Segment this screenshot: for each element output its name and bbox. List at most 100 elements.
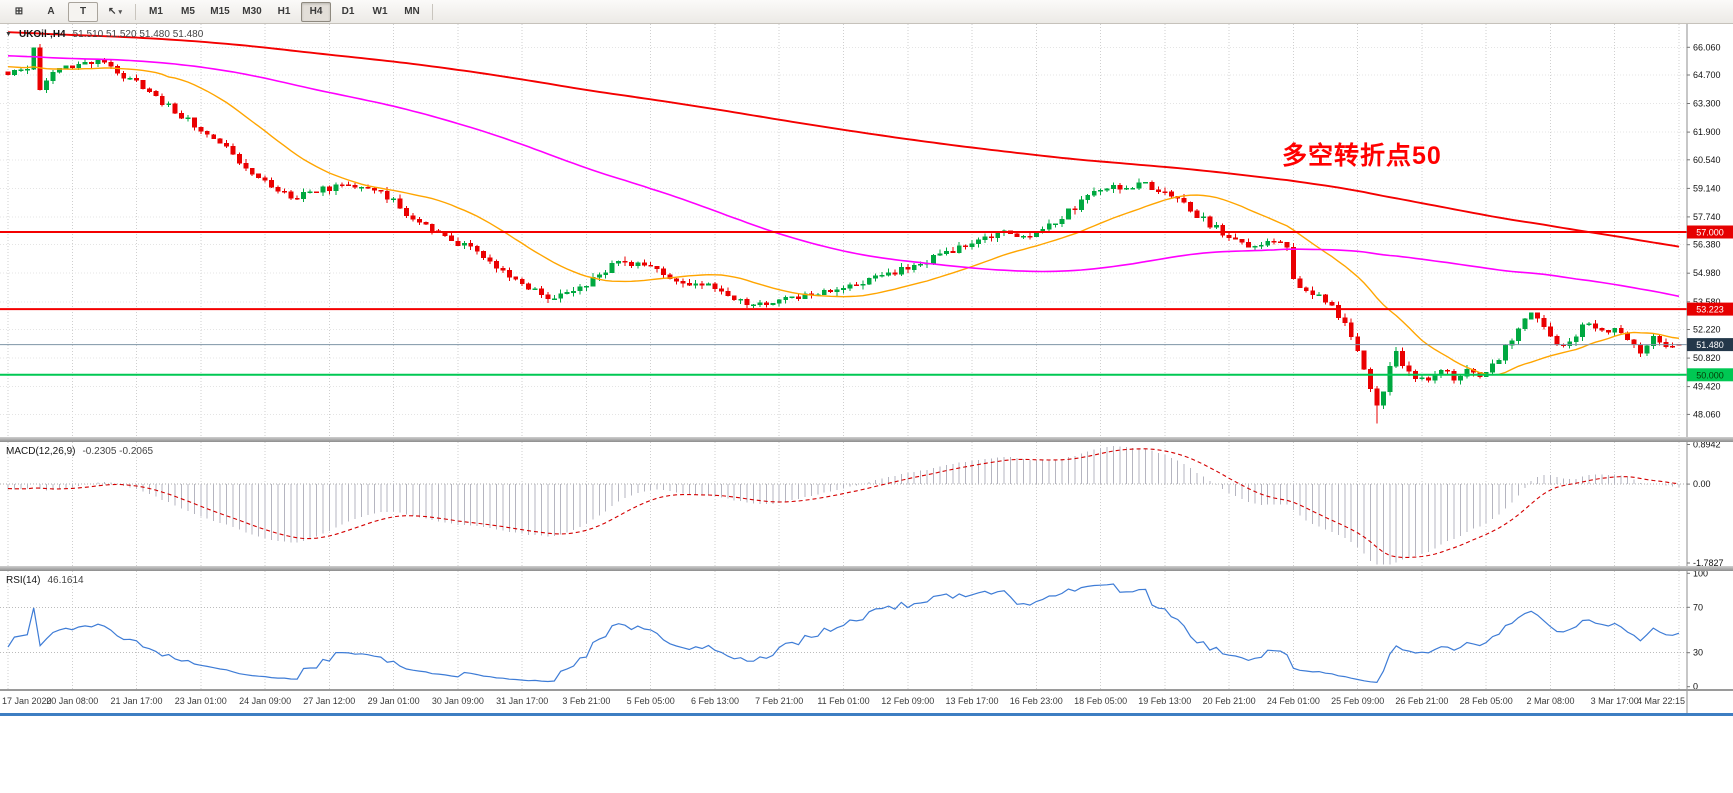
- time-axis[interactable]: [0, 691, 1687, 713]
- text-tool-icon: T: [79, 6, 87, 17]
- svg-text:26 Feb 21:00: 26 Feb 21:00: [1395, 696, 1448, 706]
- svg-text:57.000: 57.000: [1696, 228, 1724, 238]
- panel-divider-macd[interactable]: [0, 437, 1733, 442]
- timeframe-M1-button[interactable]: M1: [149, 6, 163, 17]
- ma-fast-orange: [7, 66, 1680, 376]
- price-badge-57.000: 57.000: [1687, 225, 1733, 239]
- svg-text:0.00: 0.00: [1693, 479, 1711, 489]
- timeframe-W1-button[interactable]: W1: [372, 6, 388, 17]
- svg-text:11 Feb 01:00: 11 Feb 01:00: [817, 696, 869, 706]
- svg-text:29 Jan 01:00: 29 Jan 01:00: [368, 696, 420, 706]
- cursor-tool-icon: ↖: [108, 6, 117, 17]
- svg-text:4 Mar 22:15: 4 Mar 22:15: [1637, 696, 1685, 706]
- ma-slow-red: [7, 31, 1680, 248]
- svg-text:24 Jan 09:00: 24 Jan 09:00: [239, 696, 291, 706]
- svg-text:53.580: 53.580: [1693, 297, 1721, 307]
- svg-text:17 Jan 2020: 17 Jan 2020: [2, 696, 52, 706]
- timeframe-H4-button[interactable]: H4: [301, 1, 331, 22]
- annotation-a-icon: A: [47, 6, 55, 17]
- svg-text:21 Jan 17:00: 21 Jan 17:00: [110, 696, 162, 706]
- timeframe-D1-button[interactable]: D1: [341, 6, 355, 17]
- svg-text:31 Jan 17:00: 31 Jan 17:00: [496, 696, 548, 706]
- price-axis[interactable]: [1687, 24, 1733, 713]
- svg-text:20 Feb 21:00: 20 Feb 21:00: [1203, 696, 1256, 706]
- svg-text:20 Jan 08:00: 20 Jan 08:00: [46, 696, 98, 706]
- chart-grid-icon: ⊞: [14, 6, 24, 17]
- rsi-value: 46.1614: [47, 575, 84, 586]
- macd-indicator-header: MACD(12,26,9) -0.2305 -0.2065: [6, 446, 153, 457]
- svg-text:3 Feb 21:00: 3 Feb 21:00: [562, 696, 610, 706]
- timeframe-M15-button[interactable]: M15: [210, 6, 230, 17]
- svg-text:3 Mar 17:00: 3 Mar 17:00: [1591, 696, 1639, 706]
- rsi-indicator-header: RSI(14) 46.1614: [6, 575, 84, 586]
- toolbar: ⊞ A T ↖ ▾ M1 M5 M15 M30 H1 H4 D1 W1 MN: [0, 0, 1733, 24]
- svg-text:25 Feb 09:00: 25 Feb 09:00: [1331, 696, 1384, 706]
- svg-text:63.300: 63.300: [1693, 99, 1721, 109]
- svg-text:50.820: 50.820: [1693, 353, 1721, 363]
- timeframe-M5-button[interactable]: M5: [181, 6, 195, 17]
- panel-divider-timeaxis[interactable]: [0, 689, 1733, 691]
- symbol-timeframe-label: UKOil-,H4: [18, 29, 66, 40]
- panel-divider-rsi[interactable]: [0, 566, 1733, 571]
- macd-values: -0.2305 -0.2065: [82, 446, 154, 457]
- svg-text:53.223: 53.223: [1696, 305, 1724, 315]
- svg-text:18 Feb 05:00: 18 Feb 05:00: [1074, 696, 1127, 706]
- svg-text:60.540: 60.540: [1693, 155, 1721, 165]
- svg-text:56.380: 56.380: [1693, 240, 1721, 250]
- svg-text:27 Jan 12:00: 27 Jan 12:00: [303, 696, 355, 706]
- svg-text:5 Feb 05:00: 5 Feb 05:00: [627, 696, 675, 706]
- toolbar-separator: [432, 3, 433, 20]
- svg-text:12 Feb 09:00: 12 Feb 09:00: [881, 696, 934, 706]
- svg-text:66.060: 66.060: [1693, 42, 1721, 52]
- svg-text:59.140: 59.140: [1693, 183, 1721, 193]
- svg-text:70: 70: [1693, 602, 1703, 612]
- svg-text:61.900: 61.900: [1693, 127, 1721, 137]
- svg-text:30 Jan 09:00: 30 Jan 09:00: [432, 696, 484, 706]
- svg-text:49.420: 49.420: [1693, 382, 1721, 392]
- svg-text:64.700: 64.700: [1693, 70, 1721, 80]
- macd-signal-line: [7, 448, 1680, 559]
- grid-lines: [0, 24, 1687, 689]
- price-badge-53.223: 53.223: [1687, 302, 1733, 316]
- toolbar-separator: [135, 3, 136, 20]
- macd-histogram: [7, 446, 1680, 565]
- svg-text:16 Feb 23:00: 16 Feb 23:00: [1010, 696, 1063, 706]
- cursor-tool-button[interactable]: ↖ ▾: [100, 2, 130, 22]
- macd-label: MACD(12,26,9): [6, 446, 76, 457]
- svg-text:48.060: 48.060: [1693, 409, 1721, 419]
- svg-text:2 Mar 08:00: 2 Mar 08:00: [1526, 696, 1574, 706]
- ohlc-values: 51.510 51.520 51.480 51.480: [72, 29, 204, 40]
- svg-text:7 Feb 21:00: 7 Feb 21:00: [755, 696, 803, 706]
- svg-text:100: 100: [1693, 568, 1708, 578]
- svg-text:52.220: 52.220: [1693, 325, 1721, 335]
- svg-text:57.740: 57.740: [1693, 212, 1721, 222]
- chart-grid-button[interactable]: ⊞: [4, 2, 34, 22]
- svg-text:-1.7827: -1.7827: [1693, 558, 1724, 568]
- svg-text:19 Feb 13:00: 19 Feb 13:00: [1138, 696, 1191, 706]
- horizontal-scrollbar[interactable]: [0, 713, 1733, 716]
- timeframe-M30-button[interactable]: M30: [242, 6, 262, 17]
- svg-text:23 Jan 01:00: 23 Jan 01:00: [175, 696, 227, 706]
- caret-down-icon: ▾: [118, 8, 122, 16]
- rsi-line: [7, 583, 1680, 684]
- timeframe-H1-button[interactable]: H1: [277, 6, 291, 17]
- svg-text:24 Feb 01:00: 24 Feb 01:00: [1267, 696, 1320, 706]
- chart-text-annotation[interactable]: 多空转折点50: [1282, 142, 1442, 170]
- svg-text:13 Feb 17:00: 13 Feb 17:00: [945, 696, 998, 706]
- svg-text:51.480: 51.480: [1696, 340, 1724, 350]
- price-badge-50.000: 50.000: [1687, 368, 1733, 382]
- candles: [5, 44, 1682, 424]
- svg-text:28 Feb 05:00: 28 Feb 05:00: [1460, 696, 1513, 706]
- svg-text:50.000: 50.000: [1696, 370, 1724, 380]
- svg-text:54.980: 54.980: [1693, 268, 1721, 278]
- svg-text:0: 0: [1693, 682, 1698, 692]
- ma-mid-magenta: [7, 55, 1680, 298]
- chart-header: ▼ UKOil-,H4 51.510 51.520 51.480 51.480: [5, 29, 203, 40]
- text-tool-button[interactable]: T: [68, 1, 98, 22]
- collapse-triangle-icon[interactable]: ▼: [5, 31, 12, 38]
- annotation-a-button[interactable]: A: [36, 2, 66, 22]
- timeframe-MN-button[interactable]: MN: [404, 6, 420, 17]
- price-badge-51.480: 51.480: [1687, 338, 1733, 352]
- svg-text:30: 30: [1693, 648, 1703, 658]
